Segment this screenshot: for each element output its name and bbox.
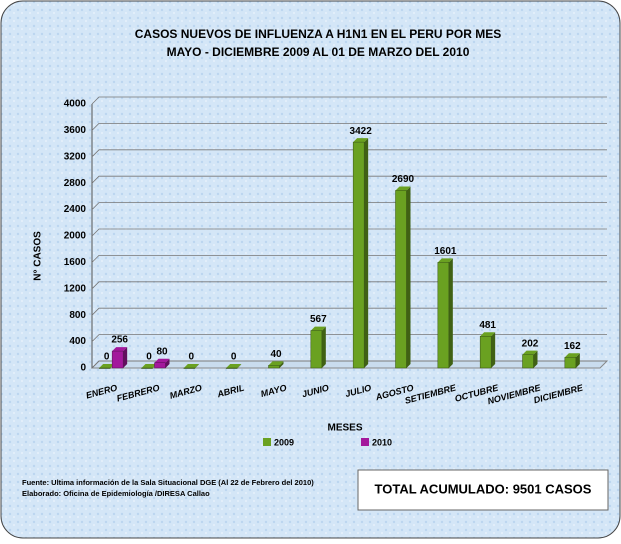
bar bbox=[225, 367, 238, 369]
grid-line bbox=[91, 202, 607, 210]
data-label: 80 bbox=[156, 346, 168, 357]
legend-label: 2009 bbox=[274, 437, 294, 447]
data-label: 1601 bbox=[434, 246, 457, 257]
bar bbox=[437, 262, 450, 369]
legend-swatch bbox=[263, 438, 271, 446]
bar-top bbox=[522, 350, 538, 355]
data-label: 567 bbox=[310, 314, 327, 325]
bar-side bbox=[491, 332, 496, 368]
data-label: 162 bbox=[564, 341, 581, 352]
data-label: 0 bbox=[146, 352, 152, 363]
grid-line bbox=[91, 96, 607, 105]
bar-top bbox=[226, 364, 242, 368]
chart-subtitle: MAYO - DICIEMBRE 2009 AL 01 DE MARZO DEL… bbox=[167, 45, 470, 59]
y-axis-title: N° CASOS bbox=[33, 231, 44, 281]
bar-side bbox=[279, 361, 284, 368]
bar bbox=[111, 350, 124, 369]
bar-top bbox=[564, 353, 580, 358]
bar-top bbox=[480, 332, 496, 337]
bar-side bbox=[364, 138, 369, 368]
y-tick-label: 1600 bbox=[64, 257, 87, 268]
bar bbox=[395, 190, 407, 369]
bar bbox=[183, 367, 196, 369]
bar-side bbox=[165, 358, 170, 368]
y-tick-label: 3200 bbox=[64, 151, 87, 162]
y-tick-label: 3600 bbox=[64, 125, 87, 136]
data-label: 0 bbox=[189, 352, 195, 363]
y-tick-label: 4000 bbox=[64, 99, 87, 110]
x-axis-title: MESES bbox=[327, 423, 362, 434]
bar bbox=[141, 367, 153, 369]
data-label: 202 bbox=[522, 338, 539, 349]
bar bbox=[564, 357, 577, 369]
data-label: 481 bbox=[479, 320, 496, 331]
bar-side bbox=[123, 347, 128, 368]
y-tick-label: 2400 bbox=[64, 204, 87, 215]
bar-side bbox=[533, 350, 538, 368]
bar-side bbox=[194, 364, 199, 369]
bar-top bbox=[112, 347, 128, 352]
grid-line bbox=[91, 123, 607, 131]
bar-top bbox=[353, 138, 369, 143]
bar-top bbox=[141, 364, 157, 368]
data-label: 0 bbox=[231, 352, 237, 363]
total-box bbox=[357, 469, 609, 511]
bar bbox=[154, 362, 166, 369]
bar-side bbox=[575, 353, 580, 368]
bar-top bbox=[395, 186, 411, 191]
y-tick-label: 400 bbox=[69, 336, 86, 347]
data-label: 2690 bbox=[392, 174, 415, 185]
bar bbox=[310, 330, 323, 369]
data-label: 0 bbox=[104, 352, 110, 363]
y-tick-label: 800 bbox=[69, 310, 86, 321]
y-tick-label: 2800 bbox=[64, 178, 87, 189]
bar-side bbox=[448, 258, 453, 368]
y-tick-label: 1200 bbox=[64, 283, 87, 294]
bar-side bbox=[406, 186, 411, 368]
bar-top bbox=[310, 326, 326, 331]
y-tick-label: 0 bbox=[80, 363, 86, 374]
legend-label: 2010 bbox=[372, 437, 392, 447]
bar bbox=[268, 365, 280, 369]
bar-side bbox=[321, 326, 326, 368]
bar bbox=[352, 141, 365, 369]
bar-top bbox=[99, 364, 115, 368]
bar-side bbox=[237, 364, 242, 369]
grid-line bbox=[91, 228, 607, 237]
bar-top bbox=[183, 364, 199, 368]
data-label: 3422 bbox=[350, 126, 373, 137]
y-tick-label: 2000 bbox=[64, 231, 87, 242]
bar-top bbox=[268, 361, 284, 366]
bar-top bbox=[154, 358, 170, 363]
legend-swatch bbox=[361, 438, 369, 446]
grid-line bbox=[91, 175, 607, 184]
bar bbox=[98, 367, 111, 369]
bar bbox=[522, 354, 534, 369]
total-text: TOTAL ACUMULADO: 9501 CASOS bbox=[375, 481, 592, 496]
data-label: 40 bbox=[270, 349, 282, 360]
source-text: Elaborado: Oficina de Epidemiología /DIR… bbox=[22, 489, 210, 498]
bar-top bbox=[437, 258, 453, 263]
grid-line bbox=[91, 254, 607, 263]
grid-line bbox=[91, 149, 607, 158]
bar bbox=[479, 336, 492, 369]
chart-title: CASOS NUEVOS DE INFLUENZA A H1N1 EN EL P… bbox=[135, 27, 502, 41]
source-text: Fuente: Ultima información de la Sala Si… bbox=[22, 478, 314, 487]
data-label: 256 bbox=[111, 335, 128, 346]
